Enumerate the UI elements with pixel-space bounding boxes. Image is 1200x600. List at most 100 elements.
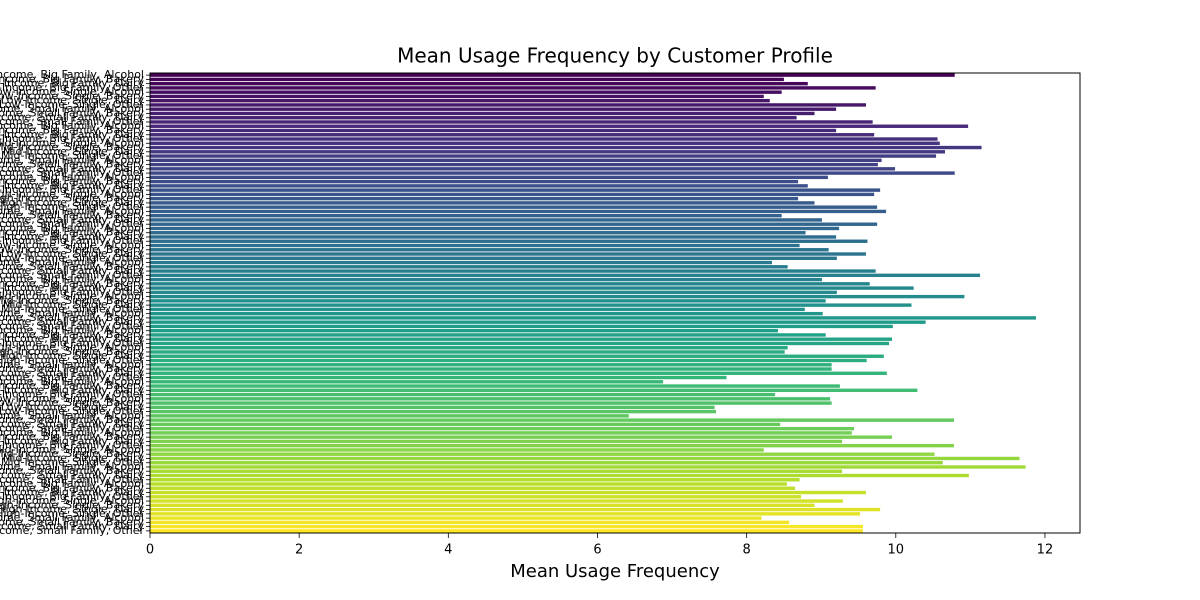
- y-tick-label: Young Mid-Income, Big Family, Alcohol: [0, 119, 144, 132]
- bar: [150, 529, 863, 533]
- y-tick-label: Senior High-Income, Small Family, Bakery: [0, 515, 144, 528]
- bar: [150, 81, 808, 86]
- y-tick-label: Senior Low-Income, Single, Dairy: [0, 400, 144, 413]
- bar: [150, 213, 782, 218]
- bar: [150, 350, 785, 354]
- plot-frame: [149, 72, 1081, 534]
- bar: [150, 239, 868, 243]
- bar: [150, 426, 855, 431]
- bar: [150, 192, 875, 197]
- y-tick-label: Senior Mid-Income, Single, Bakery: [0, 447, 144, 460]
- bar: [150, 324, 893, 329]
- bar: [150, 107, 837, 111]
- bar: [150, 141, 940, 145]
- y-tick-label: Young High-Income, Single, Alcohol: [0, 187, 144, 200]
- bar: [150, 443, 954, 448]
- bar: [150, 252, 866, 256]
- y-tick-label: Senior Mid-Income, Small Family, Bakery: [0, 464, 144, 477]
- bar: [150, 354, 884, 358]
- y-tick-label: Senior Low-Income, Single, Bakery: [0, 396, 144, 409]
- y-tick-label: Senior Mid-Income, Single, Dairy: [0, 451, 144, 464]
- y-tick-label: Young High-Income, Big Family, Other: [0, 183, 144, 196]
- bar: [150, 171, 955, 175]
- y-tick-label: Adult High-Income, Single, Alcohol: [0, 341, 144, 354]
- bar: [150, 111, 815, 116]
- y-tick-label: Senior Low-Income, Small Family, Dairy: [0, 417, 144, 430]
- bar: [150, 346, 788, 350]
- y-tick-label: Senior Mid-Income, Small Family, Alcohol: [0, 460, 144, 473]
- y-tick-label: Senior Low-Income, Single, Alcohol: [0, 392, 144, 405]
- y-tick-label: Adult High-Income, Small Family, Dairy: [0, 366, 144, 379]
- bar: [150, 495, 802, 499]
- y-tick-label: Adult High-Income, Big Family, Dairy: [0, 332, 144, 345]
- y-tick-label: Young Low-Income, Single, Other: [0, 98, 144, 111]
- y-tick-label: Senior High-Income, Single, Bakery: [0, 498, 144, 511]
- bar: [150, 265, 788, 269]
- y-tick-label: Young Mid-Income, Small Family, Other: [0, 166, 144, 179]
- y-tick-label: Young Low-Income, Small Family, Other: [0, 115, 144, 128]
- bar: [150, 452, 935, 456]
- bar: [150, 486, 796, 490]
- y-tick-label: Senior Low-Income, Small Family, Bakery: [0, 413, 144, 426]
- y-tick-label: Adult High-Income, Single, Bakery: [0, 345, 144, 358]
- bar: [150, 222, 878, 226]
- y-tick-label: Senior Low-Income, Big Family, Bakery: [0, 379, 144, 392]
- bar: [150, 77, 784, 82]
- bar: [150, 520, 790, 525]
- bar: [150, 363, 832, 367]
- y-tick-label: Adult High-Income, Big Family, Alcohol: [0, 324, 144, 337]
- y-tick-label: Senior Mid-Income, Small Family, Dairy: [0, 469, 144, 482]
- bar: [150, 188, 881, 192]
- y-tick-label: Adult Mid-Income, Single, Dairy: [0, 298, 144, 311]
- bar: [150, 439, 843, 444]
- bar: [150, 337, 893, 341]
- bar: [150, 311, 823, 316]
- bar: [150, 167, 896, 171]
- x-tick-label: 8: [742, 543, 750, 558]
- bar: [150, 448, 764, 452]
- y-tick-label: Senior High-Income, Big Family, Dairy: [0, 486, 144, 499]
- bar: [150, 431, 852, 435]
- bar: [150, 456, 1020, 461]
- bar: [150, 409, 717, 414]
- bar: [150, 469, 843, 473]
- y-tick-label: Young High-Income, Big Family, Dairy: [0, 179, 144, 192]
- y-tick-label: Senior High-Income, Small Family, Other: [0, 524, 144, 537]
- bar: [150, 397, 831, 401]
- y-tick-label: Senior Low-Income, Big Family, Dairy: [0, 383, 144, 396]
- y-tick-label: Senior Low-Income, Big Family, Alcohol: [0, 375, 144, 388]
- y-tick-label: Adult Mid-Income, Big Family, Dairy: [0, 281, 144, 294]
- y-tick-label: Adult Low-Income, Big Family, Other: [0, 234, 144, 247]
- y-tick-label: Young Low-Income, Big Family, Dairy: [0, 77, 144, 90]
- bar: [150, 303, 912, 307]
- bar: [150, 516, 762, 520]
- bar: [150, 461, 943, 465]
- y-tick-label: Senior High-Income, Single, Dairy: [0, 503, 144, 516]
- bar: [150, 380, 664, 384]
- y-tick-label: Young Mid-Income, Small Family, Dairy: [0, 162, 144, 175]
- y-tick-label: Adult Mid-Income, Big Family, Bakery: [0, 277, 144, 290]
- bar: [150, 209, 887, 214]
- y-tick-label: Senior High-Income, Small Family, Alcoho…: [0, 511, 144, 524]
- bar: [150, 269, 876, 273]
- bar: [150, 286, 914, 290]
- y-tick-label: Young Low-Income, Single, Bakery: [0, 89, 144, 102]
- y-tick-label: Young High-Income, Big Family, Alcohol: [0, 170, 144, 183]
- bar: [150, 162, 878, 167]
- y-tick-label: Adult Mid-Income, Single, Bakery: [0, 294, 144, 307]
- bar: [150, 260, 772, 265]
- bar: [150, 218, 822, 222]
- y-tick-label: Young High-Income, Single, Dairy: [0, 196, 144, 209]
- bar: [150, 299, 826, 303]
- bar: [150, 205, 878, 209]
- bar: [150, 124, 969, 128]
- bar: [150, 273, 981, 278]
- bar: [150, 184, 808, 188]
- y-tick-label: Adult Low-Income, Big Family, Bakery: [0, 226, 144, 239]
- bar: [150, 473, 969, 478]
- bar: [150, 307, 805, 312]
- y-tick-label: Adult Low-Income, Single, Alcohol: [0, 239, 144, 252]
- y-tick-label: Adult High-Income, Big Family, Bakery: [0, 328, 144, 341]
- y-tick-label: Young Mid-Income, Small Family, Bakery: [0, 158, 144, 171]
- bar: [150, 243, 800, 248]
